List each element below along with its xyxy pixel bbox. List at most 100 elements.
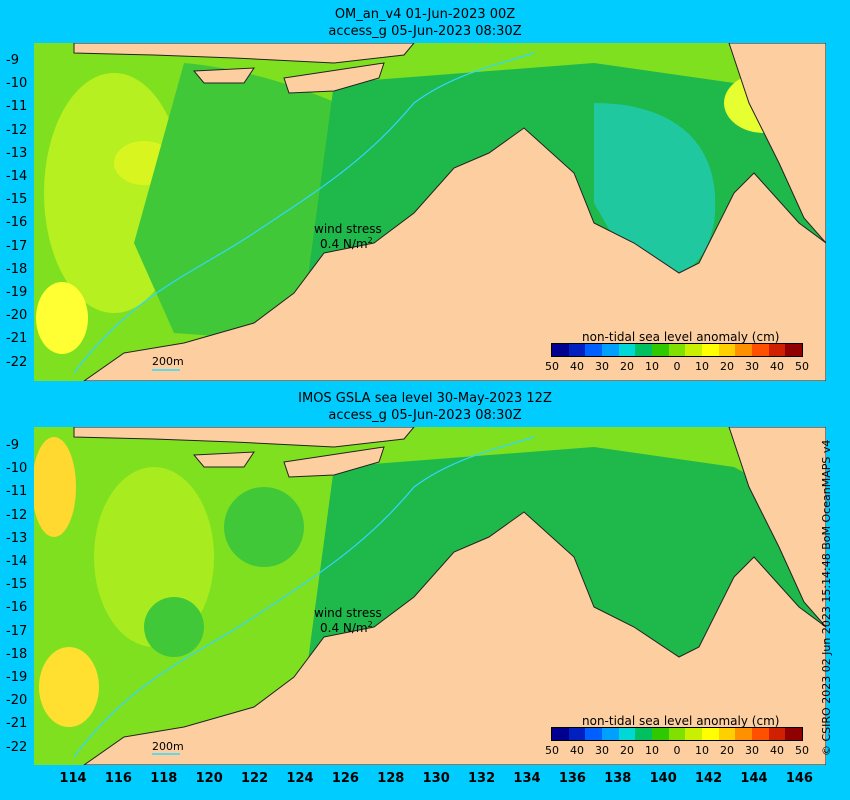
panel2-colorbar-tick: 30 bbox=[745, 744, 759, 757]
panel2-colorbar-swatch bbox=[635, 728, 653, 740]
x-tick: 120 bbox=[195, 771, 223, 786]
panel1-colorbar-tick: 20 bbox=[620, 360, 634, 373]
x-tick: 138 bbox=[604, 771, 632, 786]
panel2-colorbar-swatch bbox=[718, 728, 736, 740]
panel2-colorbar-swatch bbox=[652, 728, 670, 740]
panel1-colorbar-tick: 30 bbox=[595, 360, 609, 373]
panel1-map bbox=[34, 43, 826, 381]
panel1-colorbar-tick: 30 bbox=[745, 360, 759, 373]
panel1-title-line2: access_g 05-Jun-2023 08:30Z bbox=[328, 24, 522, 39]
panel2-colorbar-tick: 30 bbox=[595, 744, 609, 757]
panel2-map bbox=[34, 427, 826, 765]
x-tick: 140 bbox=[649, 771, 677, 786]
x-tick: 128 bbox=[377, 771, 405, 786]
panel1-colorbar-swatch bbox=[702, 344, 720, 356]
panel2-y-tick: -14 bbox=[6, 554, 28, 569]
panel1-colorbar-tick: 50 bbox=[545, 360, 559, 373]
panel2-colorbar-tick: 20 bbox=[620, 744, 634, 757]
x-tick: 116 bbox=[104, 771, 132, 786]
panel2-colorbar-swatch bbox=[785, 728, 803, 740]
panel2-y-tick: -20 bbox=[6, 693, 28, 709]
panel1-y-tick: -21 bbox=[6, 331, 28, 347]
panel2-colorbar-swatch bbox=[768, 728, 786, 740]
x-tick: 134 bbox=[513, 771, 541, 786]
panel1-colorbar-tick: 10 bbox=[695, 360, 709, 373]
panel1-colorbar-swatch bbox=[568, 344, 586, 356]
panel1-y-tick: -10 bbox=[6, 76, 28, 92]
panel2-y-tick: -21 bbox=[6, 716, 28, 732]
panel1-y-tick: -9 bbox=[6, 53, 19, 68]
panel1-colorbar-swatch bbox=[735, 344, 753, 356]
panel2-colorbar-swatch bbox=[585, 728, 603, 740]
panel1-y-tick: -15 bbox=[6, 192, 28, 208]
panel2-wind-value: 0.4 N/m2 bbox=[320, 620, 373, 635]
panel1-colorbar-tick: 10 bbox=[645, 360, 659, 373]
panel2-y-tick: -18 bbox=[6, 646, 28, 662]
panel2-y-tick: -19 bbox=[6, 670, 28, 685]
x-tick: 142 bbox=[695, 771, 723, 786]
x-tick: 130 bbox=[422, 771, 450, 786]
panel2-colorbar-swatch bbox=[602, 728, 620, 740]
panel1-colorbar-tick: 40 bbox=[770, 360, 784, 373]
panel2-y-tick: -12 bbox=[6, 507, 28, 523]
panel1-y-tick: -19 bbox=[6, 285, 28, 300]
panel1-colorbar-swatch bbox=[668, 344, 686, 356]
panel2-title-line2: access_g 05-Jun-2023 08:30Z bbox=[328, 408, 522, 423]
panel1-colorbar-swatch bbox=[652, 344, 670, 356]
x-tick: 124 bbox=[286, 771, 314, 786]
panel2-colorbar bbox=[551, 727, 803, 741]
panel2-colorbar-tick: 40 bbox=[770, 744, 784, 757]
panel2-y-tick: -13 bbox=[6, 530, 28, 546]
panel2-colorbar-swatch bbox=[752, 728, 770, 740]
panel2-y-tick: -17 bbox=[6, 623, 28, 639]
x-tick: 118 bbox=[150, 771, 178, 786]
panel2-colorbar-title: non-tidal sea level anomaly (cm) bbox=[582, 714, 780, 728]
panel2-colorbar-swatch bbox=[668, 728, 686, 740]
panel1-colorbar-swatch bbox=[618, 344, 636, 356]
panel1-y-tick: -16 bbox=[6, 215, 28, 231]
panel1-title-line1: OM_an_v4 01-Jun-2023 00Z bbox=[334, 7, 516, 22]
panel1-colorbar-title: non-tidal sea level anomaly (cm) bbox=[582, 330, 780, 344]
panel1-colorbar-swatch bbox=[768, 344, 786, 356]
x-tick: 126 bbox=[331, 771, 359, 786]
panel1-colorbar-swatch bbox=[752, 344, 770, 356]
panel1-colorbar-tick: 50 bbox=[795, 360, 809, 373]
panel1-y-tick: -12 bbox=[6, 122, 28, 138]
panel2-colorbar-swatch bbox=[702, 728, 720, 740]
panel2-y-tick: -10 bbox=[6, 461, 28, 477]
panel2-y-tick: -9 bbox=[6, 438, 19, 453]
panel2-colorbar-tick: 10 bbox=[695, 744, 709, 757]
x-tick: 114 bbox=[59, 771, 87, 786]
panel1-y-tick: -22 bbox=[6, 354, 28, 370]
x-tick: 136 bbox=[558, 771, 586, 786]
panel1-y-tick: -13 bbox=[6, 145, 28, 161]
panel1-wind-label: wind stress bbox=[314, 222, 382, 236]
panel2-y-tick: -16 bbox=[6, 600, 28, 616]
panel1-y-tick: -17 bbox=[6, 238, 28, 254]
panel1-y-tick: -14 bbox=[6, 169, 28, 184]
panel2-colorbar-tick: 0 bbox=[673, 744, 681, 757]
x-tick: 144 bbox=[740, 771, 768, 786]
panel1-y-tick: -11 bbox=[6, 99, 28, 115]
x-tick: 122 bbox=[241, 771, 269, 786]
panel2-colorbar-tick: 50 bbox=[795, 744, 809, 757]
panel1-y-tick: -20 bbox=[6, 308, 28, 324]
panel1-isobath-label: 200m bbox=[152, 355, 184, 368]
panel1-colorbar-swatch bbox=[552, 344, 570, 356]
panel2-colorbar-tick: 20 bbox=[720, 744, 734, 757]
panel2-y-tick: -22 bbox=[6, 739, 28, 755]
x-tick: 146 bbox=[785, 771, 813, 786]
panel2-colorbar-tick: 40 bbox=[570, 744, 584, 757]
panel1-colorbar-swatch bbox=[602, 344, 620, 356]
x-tick: 132 bbox=[468, 771, 496, 786]
panel1-colorbar-swatch bbox=[785, 344, 803, 356]
panel1-colorbar-tick: 20 bbox=[720, 360, 734, 373]
panel1-colorbar bbox=[551, 343, 803, 357]
panel2-isobath-label: 200m bbox=[152, 740, 184, 753]
panel2-colorbar-tick: 10 bbox=[645, 744, 659, 757]
panel2-colorbar-tick: 50 bbox=[545, 744, 559, 757]
panel1-colorbar-swatch bbox=[635, 344, 653, 356]
panel2-colorbar-swatch bbox=[568, 728, 586, 740]
panel2-map-graphic bbox=[34, 427, 826, 765]
panel1-colorbar-tick: 40 bbox=[570, 360, 584, 373]
